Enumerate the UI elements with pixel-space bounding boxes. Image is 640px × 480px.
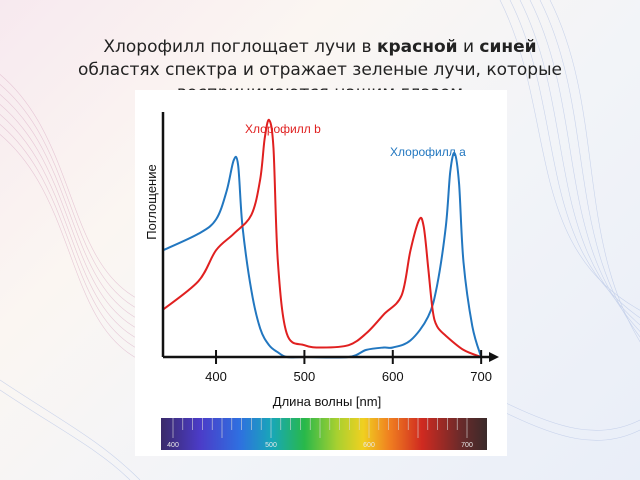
- x-axis-label: Длина волны [nm]: [273, 394, 381, 409]
- x-tick-label: 700: [470, 369, 492, 384]
- spectrum-tick-label: 500: [265, 442, 277, 449]
- caption-part1: Хлорофилл поглощает лучи в: [103, 37, 377, 57]
- caption-line2: областях спектра и отражает зеленые лучи…: [78, 60, 562, 80]
- absorption-chart: 400 500 600 700 Поглощение Длина волны [nm]…: [144, 112, 499, 450]
- caption-part2: и: [457, 37, 480, 57]
- caption-red-word: красной: [376, 37, 458, 57]
- y-axis-label: Поглощение: [144, 164, 159, 239]
- absorption-chart-card: 400 500 600 700 Поглощение Длина волны [nm]…: [135, 90, 507, 456]
- x-tick-label: 600: [382, 369, 404, 384]
- series-label-chlorophyll-b: Хлорофилл b: [245, 122, 321, 136]
- series-line-chlorophyll-a: [162, 151, 483, 359]
- spectrum-tick-label: 400: [167, 442, 179, 449]
- series-label-chlorophyll-a: Хлорофилл a: [390, 145, 466, 159]
- x-axis-arrow: [489, 352, 499, 362]
- x-tick-label: 400: [205, 369, 227, 384]
- spectrum-tick-label: 600: [363, 442, 375, 449]
- x-tick-label: 500: [294, 369, 316, 384]
- spectrum-bar: [161, 418, 487, 450]
- x-axis-ticks: 400 500 600 700: [205, 350, 492, 384]
- caption-blue-word: синей: [479, 37, 537, 57]
- spectrum-tick-label: 700: [461, 442, 473, 449]
- spectrum-ticks: 400 500 600 700: [167, 418, 473, 449]
- series-line-chlorophyll-b: [162, 118, 482, 358]
